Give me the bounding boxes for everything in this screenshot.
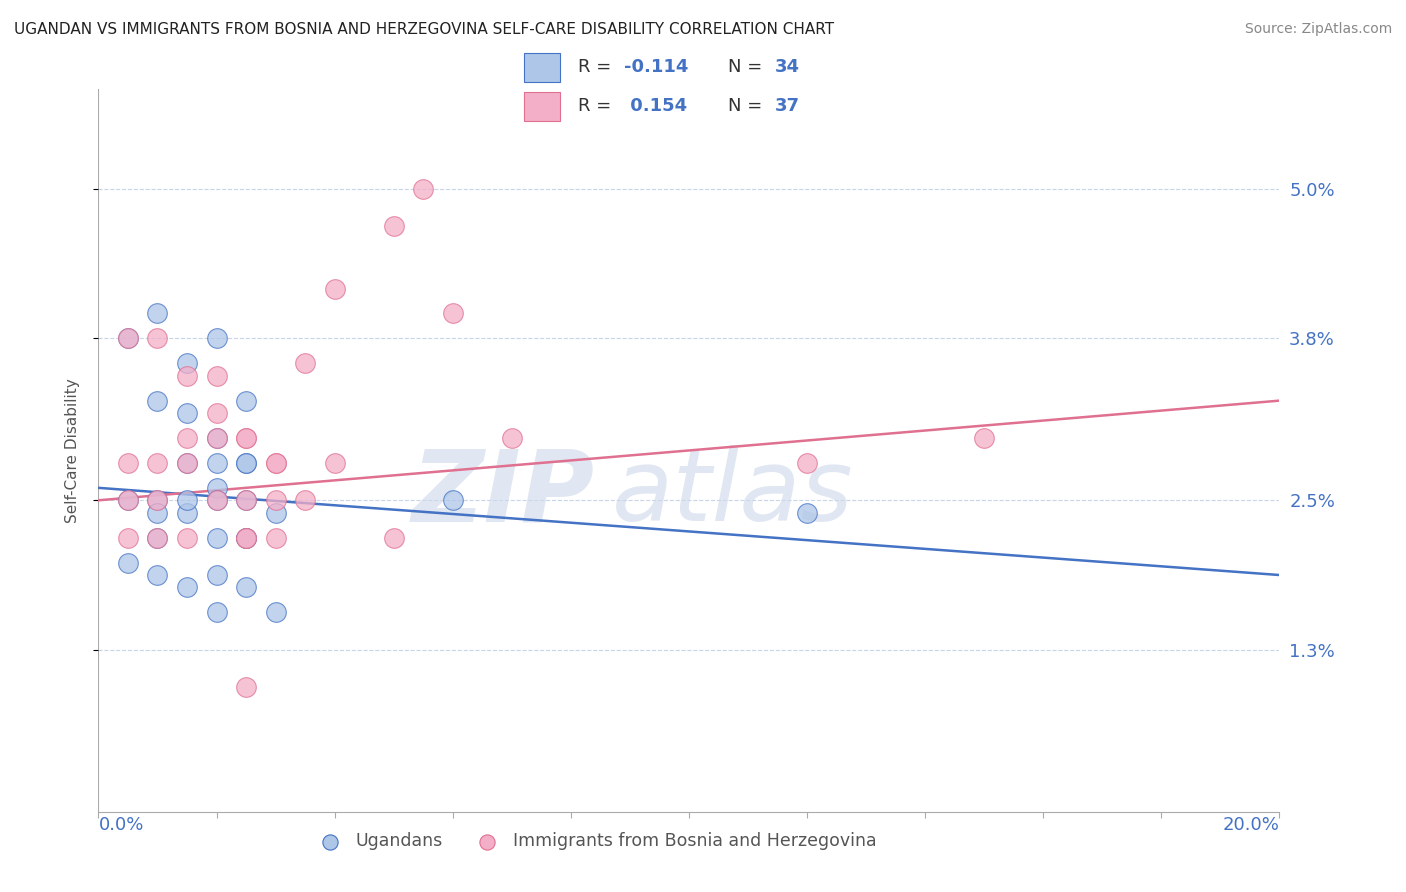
Point: [796, 506, 818, 520]
Point: [176, 506, 198, 520]
Point: [235, 493, 257, 508]
Point: [117, 331, 139, 345]
Point: [205, 606, 228, 620]
Point: [235, 531, 257, 545]
Point: [176, 456, 198, 470]
Point: [205, 406, 228, 420]
FancyBboxPatch shape: [524, 54, 560, 82]
Point: [441, 493, 464, 508]
Point: [501, 431, 523, 445]
Point: [796, 456, 818, 470]
Text: N =: N =: [728, 97, 768, 115]
Point: [235, 531, 257, 545]
Point: [176, 456, 198, 470]
Point: [146, 493, 169, 508]
Point: [264, 456, 287, 470]
Point: [176, 431, 198, 445]
Point: [146, 393, 169, 408]
Point: [294, 493, 316, 508]
Point: [146, 568, 169, 582]
Point: [441, 306, 464, 320]
Point: [117, 531, 139, 545]
Text: UGANDAN VS IMMIGRANTS FROM BOSNIA AND HERZEGOVINA SELF-CARE DISABILITY CORRELATI: UGANDAN VS IMMIGRANTS FROM BOSNIA AND HE…: [14, 22, 834, 37]
Point: [205, 568, 228, 582]
Text: atlas: atlas: [612, 445, 853, 542]
Point: [117, 493, 139, 508]
Point: [412, 182, 434, 196]
Point: [264, 531, 287, 545]
Point: [176, 581, 198, 595]
Text: R =: R =: [578, 97, 617, 115]
Point: [117, 331, 139, 345]
Y-axis label: Self-Care Disability: Self-Care Disability: [65, 378, 80, 523]
Point: [205, 481, 228, 495]
Point: [235, 393, 257, 408]
Point: [235, 581, 257, 595]
Text: 37: 37: [775, 97, 800, 115]
Point: [205, 493, 228, 508]
Point: [235, 493, 257, 508]
Point: [176, 406, 198, 420]
Point: [382, 219, 405, 234]
Text: N =: N =: [728, 59, 768, 77]
Text: Source: ZipAtlas.com: Source: ZipAtlas.com: [1244, 22, 1392, 37]
Point: [146, 531, 169, 545]
Point: [176, 531, 198, 545]
Point: [264, 493, 287, 508]
Point: [205, 531, 228, 545]
Point: [264, 456, 287, 470]
Point: [205, 493, 228, 508]
Point: [205, 331, 228, 345]
Text: -0.114: -0.114: [624, 59, 689, 77]
Point: [235, 431, 257, 445]
Point: [294, 356, 316, 370]
Point: [117, 556, 139, 570]
Point: [235, 456, 257, 470]
Text: 0.0%: 0.0%: [98, 816, 143, 834]
Point: [973, 431, 995, 445]
Point: [146, 493, 169, 508]
Point: [205, 456, 228, 470]
Point: [146, 456, 169, 470]
Point: [235, 531, 257, 545]
Point: [382, 531, 405, 545]
Legend: Ugandans, Immigrants from Bosnia and Herzegovina: Ugandans, Immigrants from Bosnia and Her…: [305, 825, 883, 857]
Point: [264, 606, 287, 620]
Text: 34: 34: [775, 59, 800, 77]
Point: [146, 306, 169, 320]
Point: [176, 356, 198, 370]
Point: [235, 431, 257, 445]
Point: [205, 368, 228, 383]
Point: [323, 456, 346, 470]
Point: [146, 331, 169, 345]
Point: [235, 531, 257, 545]
Text: 20.0%: 20.0%: [1223, 816, 1279, 834]
Point: [235, 456, 257, 470]
Point: [117, 456, 139, 470]
Point: [264, 506, 287, 520]
Point: [176, 493, 198, 508]
Point: [205, 431, 228, 445]
Text: R =: R =: [578, 59, 617, 77]
Point: [205, 431, 228, 445]
Text: 0.154: 0.154: [624, 97, 688, 115]
Point: [176, 368, 198, 383]
Point: [235, 680, 257, 694]
FancyBboxPatch shape: [524, 92, 560, 120]
Point: [117, 493, 139, 508]
Text: ZIP: ZIP: [412, 445, 595, 542]
Point: [146, 531, 169, 545]
Point: [146, 506, 169, 520]
Point: [323, 281, 346, 295]
